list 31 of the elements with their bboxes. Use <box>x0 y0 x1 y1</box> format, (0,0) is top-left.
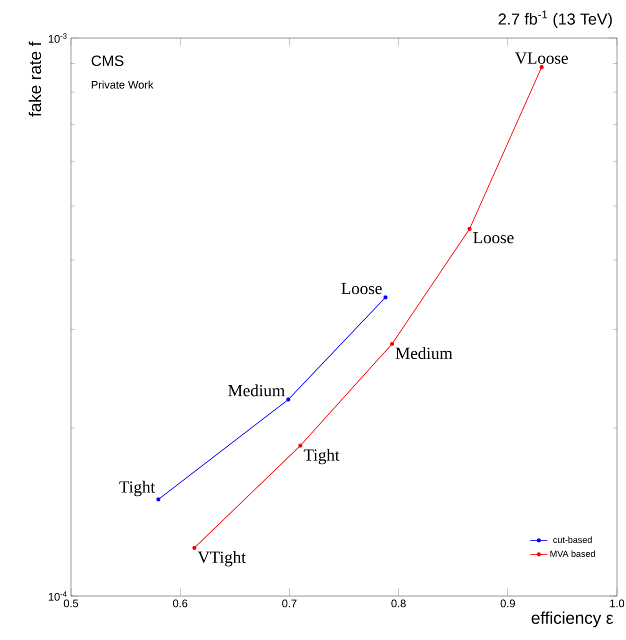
x-tick-label: 0.9 <box>500 600 515 608</box>
annotation: Tight <box>304 448 340 464</box>
x-tick-label: 1.0 <box>610 600 624 608</box>
x-tick-label: 0.7 <box>282 600 296 608</box>
point <box>540 65 544 70</box>
annotation: Tight <box>119 480 156 496</box>
annotation: Loose <box>341 282 382 294</box>
point <box>156 497 160 502</box>
y-tick-label: 10$^{-3}$ <box>48 33 67 43</box>
point <box>468 226 472 231</box>
x-tick-label: 0.8 <box>391 600 406 608</box>
x-axis-title: efficiency ε <box>532 612 614 628</box>
point <box>384 295 388 300</box>
annotation: Loose <box>473 232 514 244</box>
legend-label: MVA based <box>550 550 595 557</box>
annotation: Medium <box>396 347 452 360</box>
x-tick-label: 0.6 <box>173 600 188 608</box>
point <box>286 398 290 402</box>
chart-title: 2.7 fb$^{-1}$ (13 TeV) <box>498 10 612 28</box>
point <box>298 444 302 448</box>
annotation: VLoose <box>515 52 568 64</box>
point <box>192 546 196 550</box>
x-tick-label: 0.5 <box>64 600 78 608</box>
y-axis-title: fake rate f <box>28 42 42 117</box>
annotation: Medium <box>228 384 285 396</box>
annotation: Private Work <box>92 80 154 89</box>
legend-label: cut-based <box>553 536 592 543</box>
annotation: VTight <box>198 551 246 566</box>
annotation: CMS <box>92 55 124 66</box>
y-tick-label: 10$^{-4}$ <box>48 591 67 601</box>
point <box>390 342 394 346</box>
